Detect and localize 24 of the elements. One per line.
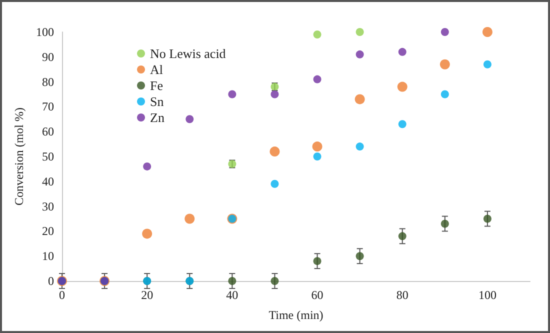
legend-label: Fe <box>150 78 164 93</box>
x-tick-label: 60 <box>311 288 324 302</box>
y-axis-title: Conversion (mol %) <box>12 108 26 206</box>
x-tick-label: 20 <box>141 288 154 302</box>
y-tick-label: 60 <box>42 124 54 139</box>
x-axis-title: Time (min) <box>268 308 324 322</box>
legend-label: Zn <box>150 110 165 125</box>
y-tick-label: 0 <box>48 274 54 288</box>
y-tick-label: 40 <box>42 174 54 188</box>
x-tick-label: 40 <box>226 288 238 302</box>
y-tick-label: 10 <box>42 249 54 264</box>
y-tick-label: 30 <box>42 199 54 214</box>
y-tick-label: 50 <box>42 150 54 164</box>
y-tick-label: 20 <box>42 224 54 238</box>
y-tick-label: 100 <box>36 25 54 39</box>
legend-label: Sn <box>150 94 164 109</box>
y-tick-label: 90 <box>42 50 54 64</box>
x-tick-label: 100 <box>478 288 496 302</box>
x-tick-label: 80 <box>396 288 408 302</box>
y-tick-label: 80 <box>42 74 54 89</box>
y-tick-label: 70 <box>42 100 54 114</box>
legend-label: No Lewis acid <box>150 46 226 61</box>
legend-label: Al <box>150 62 164 77</box>
x-tick-label: 0 <box>59 288 65 302</box>
